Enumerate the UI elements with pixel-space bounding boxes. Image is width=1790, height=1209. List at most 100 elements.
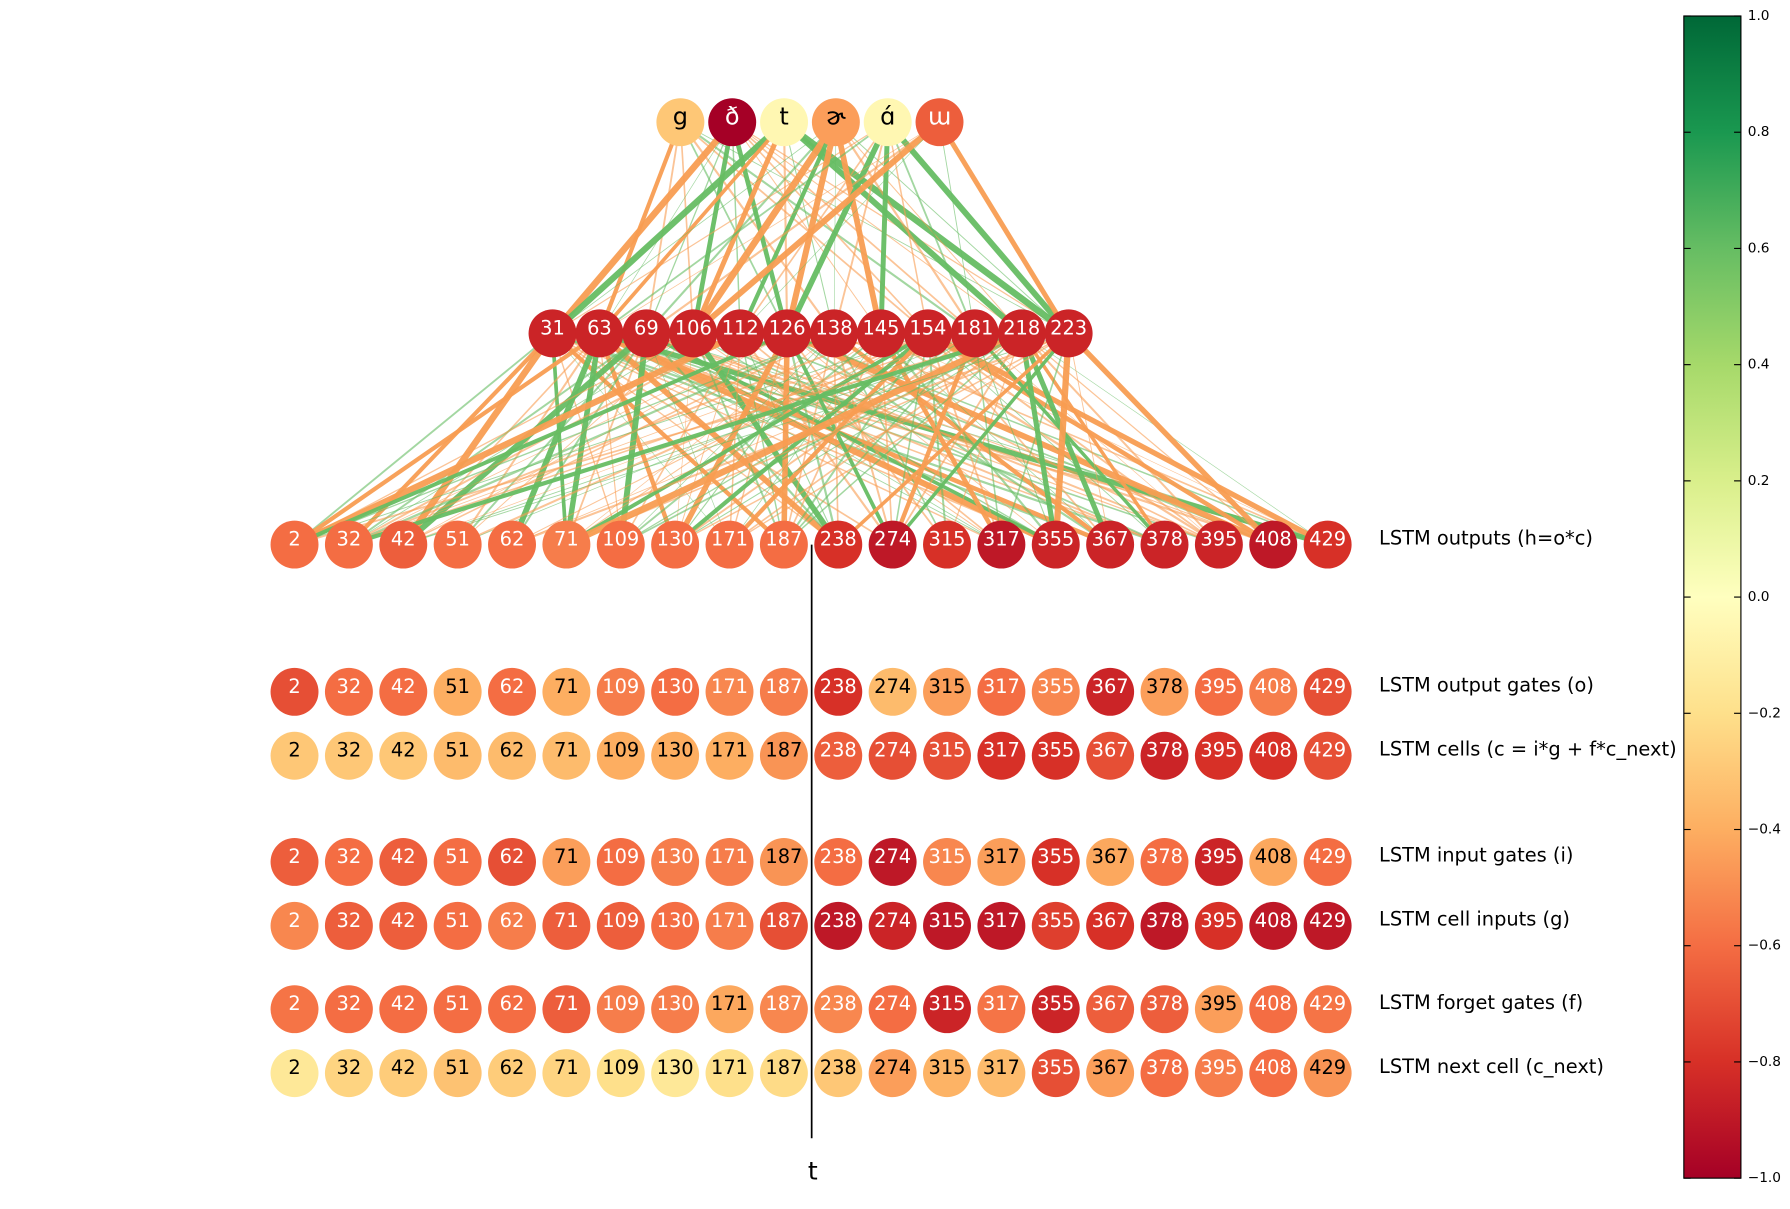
node [324, 901, 373, 950]
node [705, 985, 754, 1034]
node [977, 1049, 1026, 1098]
node [542, 985, 591, 1034]
colorbar-tick-label: −0.4 [1748, 822, 1781, 838]
node [324, 520, 373, 569]
edge [674, 332, 1022, 546]
node [433, 520, 482, 569]
edge [674, 332, 1069, 546]
node-label: 130 [657, 675, 694, 698]
node [705, 837, 754, 886]
node-label: 62 [500, 739, 525, 762]
edge [293, 331, 788, 547]
node-label: 62 [500, 992, 525, 1015]
node-label: 130 [657, 992, 694, 1015]
node-label: 71 [554, 739, 579, 762]
edge [599, 332, 1165, 546]
node-label: 171 [711, 528, 748, 551]
node [433, 1049, 482, 1098]
edge [837, 332, 1070, 546]
edge [293, 330, 742, 548]
edge [511, 332, 1070, 546]
node-label: 51 [445, 1056, 470, 1079]
node-label: 32 [337, 675, 362, 698]
edge [645, 121, 733, 334]
node-label: 238 [820, 845, 857, 868]
edge [878, 122, 891, 334]
node [1194, 837, 1243, 886]
node [656, 98, 705, 147]
edge [620, 333, 835, 545]
node-label: 408 [1255, 739, 1292, 762]
edge [833, 121, 884, 334]
edge [348, 332, 835, 546]
node-label: 2 [288, 675, 300, 698]
node-label: 109 [602, 909, 639, 932]
node [705, 731, 754, 780]
edge [973, 332, 1166, 546]
edge [620, 332, 1023, 546]
node-label: 62 [500, 845, 525, 868]
node-label: 315 [929, 675, 966, 698]
edge [293, 332, 554, 546]
node-label: 378 [1146, 528, 1183, 551]
node [1086, 520, 1135, 569]
node-label: 171 [711, 909, 748, 932]
node [814, 520, 863, 569]
node [324, 731, 373, 780]
edge [926, 331, 1329, 547]
edge [566, 332, 882, 545]
node-label: 32 [337, 528, 362, 551]
node-label: 274 [874, 1056, 911, 1079]
node [915, 98, 964, 147]
colorbar-tick-label: −0.6 [1748, 938, 1781, 954]
edge [692, 332, 1165, 546]
row-label: LSTM output gates (o) [1379, 674, 1594, 697]
edge [1019, 332, 1059, 545]
node [1031, 520, 1080, 569]
edge [550, 119, 787, 336]
edge [690, 120, 839, 336]
node [542, 901, 591, 950]
node [759, 985, 808, 1034]
edge [348, 331, 1023, 547]
node [1031, 1049, 1080, 1098]
node [1249, 667, 1298, 716]
node [488, 520, 536, 569]
node [596, 731, 645, 780]
edge [946, 333, 1023, 545]
node-label: 62 [500, 1056, 525, 1079]
node-label: 378 [1146, 739, 1183, 762]
node [923, 837, 971, 886]
row-label: LSTM outputs (h=o*c) [1379, 526, 1593, 549]
edge [563, 332, 603, 545]
edge [679, 121, 929, 335]
edge [783, 333, 835, 545]
edge [348, 332, 647, 546]
node-label: 238 [820, 992, 857, 1015]
edge [729, 332, 1070, 546]
node [814, 901, 863, 950]
node [270, 985, 319, 1034]
edge [729, 333, 882, 545]
node-label: 317 [983, 909, 1020, 932]
node-label: 429 [1309, 675, 1346, 698]
node [1194, 667, 1243, 716]
edge [552, 332, 839, 546]
edge [1000, 333, 1070, 545]
node-label: 315 [929, 739, 966, 762]
node [760, 98, 809, 147]
node-label: 355 [1037, 1056, 1074, 1079]
edge [782, 119, 1024, 336]
node [1194, 1049, 1243, 1098]
edge [784, 121, 839, 335]
edge [598, 121, 889, 335]
node-label: 51 [445, 675, 470, 698]
node [379, 837, 428, 886]
node-label: 2 [288, 845, 300, 868]
edges [293, 119, 1329, 548]
node [1303, 1049, 1352, 1098]
node-label: 367 [1092, 1056, 1129, 1079]
edge [784, 120, 891, 335]
node-label: 274 [874, 739, 911, 762]
node-label: 109 [602, 528, 639, 551]
